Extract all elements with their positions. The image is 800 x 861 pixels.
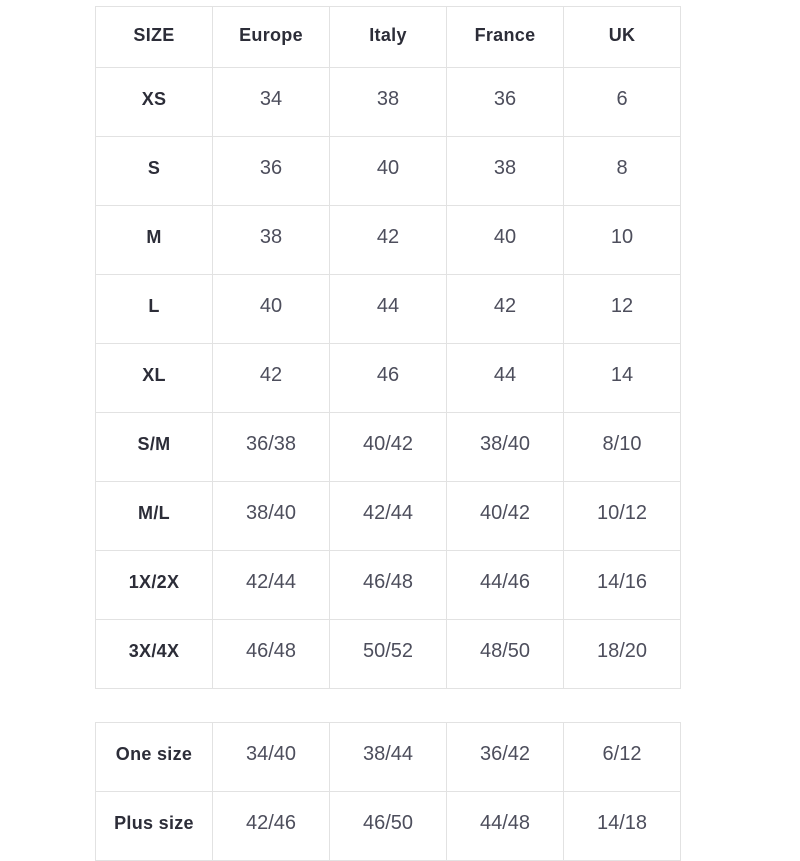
cell-europe: 40 <box>212 274 330 344</box>
table-row-s: S 36 40 38 8 <box>95 136 681 206</box>
cell-europe: 36/38 <box>212 412 330 482</box>
special-size-table: One size 34/40 38/44 36/42 6/12 Plus siz… <box>95 722 681 861</box>
cell-uk: 6/12 <box>563 722 681 792</box>
cell-uk: 14 <box>563 343 681 413</box>
cell-uk: 14/18 <box>563 791 681 861</box>
size-chart-page: SIZE Europe Italy France UK XS 34 38 36 … <box>95 6 681 861</box>
table-row-sm: S/M 36/38 40/42 38/40 8/10 <box>95 412 681 482</box>
column-header-europe: Europe <box>212 6 330 68</box>
row-label: S/M <box>95 412 213 482</box>
row-label: XL <box>95 343 213 413</box>
row-label: S <box>95 136 213 206</box>
cell-italy: 42/44 <box>329 481 447 551</box>
table-row-m: M 38 42 40 10 <box>95 205 681 275</box>
cell-uk: 10 <box>563 205 681 275</box>
row-label: 3X/4X <box>95 619 213 689</box>
table-row-ml: M/L 38/40 42/44 40/42 10/12 <box>95 481 681 551</box>
cell-france: 44/48 <box>446 791 564 861</box>
cell-france: 38 <box>446 136 564 206</box>
cell-italy: 46/50 <box>329 791 447 861</box>
cell-uk: 8/10 <box>563 412 681 482</box>
cell-europe: 38 <box>212 205 330 275</box>
cell-france: 44/46 <box>446 550 564 620</box>
cell-europe: 34/40 <box>212 722 330 792</box>
cell-uk: 8 <box>563 136 681 206</box>
column-header-italy: Italy <box>329 6 447 68</box>
cell-italy: 46/48 <box>329 550 447 620</box>
cell-italy: 42 <box>329 205 447 275</box>
cell-uk: 14/16 <box>563 550 681 620</box>
table-row-xl: XL 42 46 44 14 <box>95 343 681 413</box>
table-row-plus-size: Plus size 42/46 46/50 44/48 14/18 <box>95 791 681 861</box>
cell-italy: 46 <box>329 343 447 413</box>
row-label: M/L <box>95 481 213 551</box>
table-header-row: SIZE Europe Italy France UK <box>95 6 681 68</box>
cell-france: 40 <box>446 205 564 275</box>
cell-france: 36 <box>446 67 564 137</box>
cell-uk: 10/12 <box>563 481 681 551</box>
cell-italy: 50/52 <box>329 619 447 689</box>
table-row-l: L 40 44 42 12 <box>95 274 681 344</box>
column-header-uk: UK <box>563 6 681 68</box>
cell-europe: 38/40 <box>212 481 330 551</box>
column-header-france: France <box>446 6 564 68</box>
cell-italy: 38 <box>329 67 447 137</box>
cell-uk: 18/20 <box>563 619 681 689</box>
row-label: XS <box>95 67 213 137</box>
cell-italy: 40/42 <box>329 412 447 482</box>
cell-france: 38/40 <box>446 412 564 482</box>
cell-europe: 36 <box>212 136 330 206</box>
cell-europe: 42/46 <box>212 791 330 861</box>
cell-italy: 38/44 <box>329 722 447 792</box>
cell-france: 40/42 <box>446 481 564 551</box>
table-row-1x2x: 1X/2X 42/44 46/48 44/46 14/16 <box>95 550 681 620</box>
cell-europe: 46/48 <box>212 619 330 689</box>
size-conversion-table: SIZE Europe Italy France UK XS 34 38 36 … <box>95 6 681 689</box>
cell-europe: 42 <box>212 343 330 413</box>
cell-uk: 6 <box>563 67 681 137</box>
row-label: One size <box>95 722 213 792</box>
cell-europe: 34 <box>212 67 330 137</box>
table-row-xs: XS 34 38 36 6 <box>95 67 681 137</box>
row-label: M <box>95 205 213 275</box>
row-label: L <box>95 274 213 344</box>
row-label: Plus size <box>95 791 213 861</box>
cell-france: 36/42 <box>446 722 564 792</box>
cell-france: 42 <box>446 274 564 344</box>
cell-uk: 12 <box>563 274 681 344</box>
column-header-size: SIZE <box>95 6 213 68</box>
cell-france: 44 <box>446 343 564 413</box>
row-label: 1X/2X <box>95 550 213 620</box>
table-row-3x4x: 3X/4X 46/48 50/52 48/50 18/20 <box>95 619 681 689</box>
cell-italy: 40 <box>329 136 447 206</box>
cell-europe: 42/44 <box>212 550 330 620</box>
cell-france: 48/50 <box>446 619 564 689</box>
cell-italy: 44 <box>329 274 447 344</box>
table-row-one-size: One size 34/40 38/44 36/42 6/12 <box>95 722 681 792</box>
